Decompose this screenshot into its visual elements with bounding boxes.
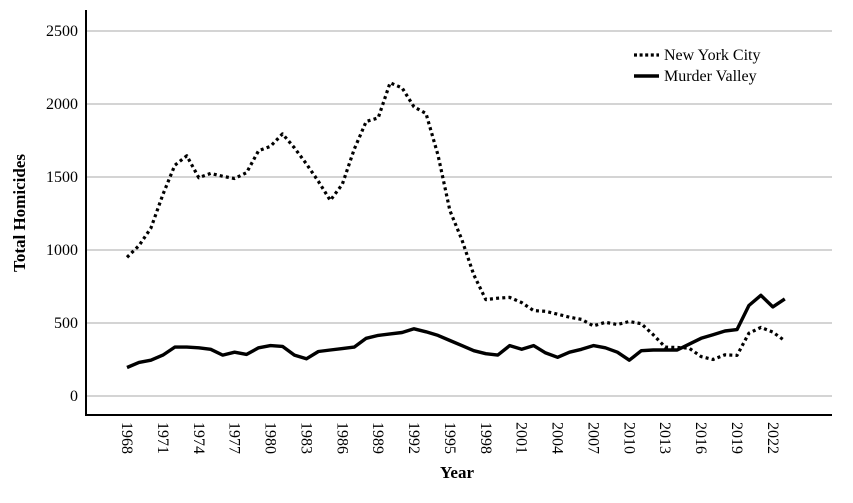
x-axis-title: Year — [440, 463, 474, 482]
y-tick-1000: 1000 — [46, 242, 78, 259]
x-tick-1992: 1992 — [405, 422, 422, 454]
x-tick-1995: 1995 — [441, 422, 458, 454]
axes — [85, 10, 832, 416]
x-tick-1977: 1977 — [226, 422, 243, 454]
x-tick-1971: 1971 — [154, 422, 171, 454]
x-tick-2013: 2013 — [656, 422, 673, 454]
y-tick-2000: 2000 — [46, 96, 78, 113]
x-tick-2007: 2007 — [584, 422, 601, 454]
x-axis-tick-labels: 1968 1971 1974 1977 1980 1983 1986 1989 1992 1995… — [118, 422, 781, 454]
y-axis-title: Total Homicides — [10, 154, 29, 272]
y-tick-0: 0 — [70, 388, 78, 405]
data-series-lines — [125, 81, 786, 370]
series-line-new-york-city — [125, 81, 786, 362]
y-tick-2500: 2500 — [46, 23, 78, 40]
x-tick-2022: 2022 — [764, 422, 781, 454]
y-tick-1500: 1500 — [46, 169, 78, 186]
legend: New York City Murder Valley — [634, 47, 760, 85]
x-tick-1998: 1998 — [477, 422, 494, 454]
x-tick-2019: 2019 — [728, 422, 745, 454]
x-tick-1968: 1968 — [118, 422, 135, 454]
x-tick-2001: 2001 — [513, 422, 530, 454]
x-tick-2010: 2010 — [620, 422, 637, 454]
x-tick-2016: 2016 — [692, 422, 709, 454]
x-tick-1974: 1974 — [190, 422, 207, 454]
series-line-murder-valley — [126, 293, 786, 370]
legend-label-new-york-city: New York City — [664, 47, 760, 64]
y-axis-tick-labels: 0 500 1000 1500 2000 2500 — [46, 23, 78, 405]
gridlines — [86, 30, 832, 397]
x-tick-1986: 1986 — [333, 422, 350, 454]
x-tick-1989: 1989 — [369, 422, 386, 454]
x-tick-1980: 1980 — [262, 422, 279, 454]
y-tick-500: 500 — [54, 315, 78, 332]
x-tick-2004: 2004 — [549, 422, 566, 454]
x-tick-1983: 1983 — [297, 422, 314, 454]
legend-label-murder-valley: Murder Valley — [664, 68, 757, 85]
